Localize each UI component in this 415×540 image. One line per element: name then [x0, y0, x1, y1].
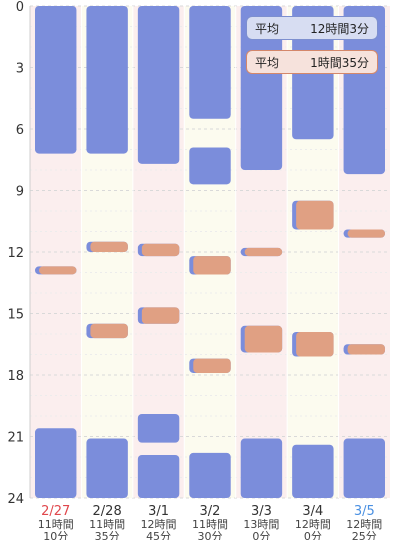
date-label: 3/2: [200, 504, 221, 519]
nap-bar: [90, 323, 128, 339]
duration-label: 13時間: [243, 518, 279, 531]
date-label: 3/4: [302, 504, 323, 519]
nap-bar: [90, 241, 128, 252]
sleep-bar: [35, 6, 77, 154]
y-tick-label: 3: [16, 62, 24, 77]
nap-bar: [193, 358, 231, 373]
y-tick-label: 12: [7, 246, 24, 261]
nap-bar: [141, 243, 180, 257]
date-label: 3/1: [148, 504, 169, 519]
duration-label: 30分: [198, 530, 223, 540]
average-nap-value: 1時間35分: [310, 55, 369, 70]
average-nap-label: 平均: [255, 55, 280, 70]
nap-bar: [347, 344, 385, 355]
sleep-bar: [292, 444, 334, 498]
duration-label: 0分: [252, 530, 270, 540]
y-tick-label: 6: [16, 123, 24, 138]
date-label: 3/3: [251, 504, 272, 519]
nap-bar: [193, 256, 231, 275]
duration-label: 10分: [43, 530, 68, 540]
y-tick-label: 18: [7, 369, 24, 384]
average-sleep-label: 平均: [255, 21, 280, 36]
date-label: 3/5: [354, 504, 375, 519]
sleep-bar: [343, 6, 385, 175]
average-nap-badge: 平均 1時間35分: [246, 50, 378, 74]
date-label: 2/27: [41, 504, 70, 519]
sleep-bar: [137, 6, 180, 164]
duration-label: 35分: [95, 530, 120, 540]
nap-bar: [347, 229, 385, 238]
sleep-bar: [35, 428, 77, 498]
sleep-bar: [86, 438, 128, 498]
duration-label: 11時間: [192, 518, 228, 531]
y-tick-label: 15: [7, 308, 24, 323]
y-tick-label: 24: [7, 492, 24, 507]
nap-bar: [141, 307, 180, 324]
sleep-bar: [240, 438, 283, 498]
nap-bar: [244, 325, 283, 353]
y-tick-label: 9: [16, 185, 24, 200]
duration-label: 12時間: [141, 518, 177, 531]
nap-bar: [244, 247, 283, 257]
duration-label: 25分: [352, 530, 377, 540]
sleep-bar: [189, 147, 231, 185]
y-tick-label: 0: [16, 0, 24, 15]
duration-label: 12時間: [346, 518, 382, 531]
duration-label: 11時間: [89, 518, 125, 531]
duration-label: 0分: [304, 530, 322, 540]
duration-label: 45分: [146, 530, 171, 540]
duration-label: 11時間: [38, 518, 74, 531]
sleep-bar: [189, 452, 231, 498]
sleep-bar: [86, 6, 128, 154]
duration-label: 12時間: [295, 518, 331, 531]
nap-bar: [296, 200, 334, 230]
nap-bar: [296, 331, 334, 357]
sleep-bar: [240, 6, 283, 170]
average-sleep-badge: 平均 12時間3分: [246, 16, 378, 40]
average-sleep-value: 12時間3分: [310, 21, 369, 36]
sleep-bar: [343, 438, 385, 498]
sleep-bar: [137, 413, 180, 443]
sleep-bar: [137, 454, 180, 498]
sleep-bar: [189, 6, 231, 119]
y-tick-label: 21: [7, 431, 24, 446]
nap-bar: [39, 266, 77, 275]
date-label: 2/28: [93, 504, 122, 519]
